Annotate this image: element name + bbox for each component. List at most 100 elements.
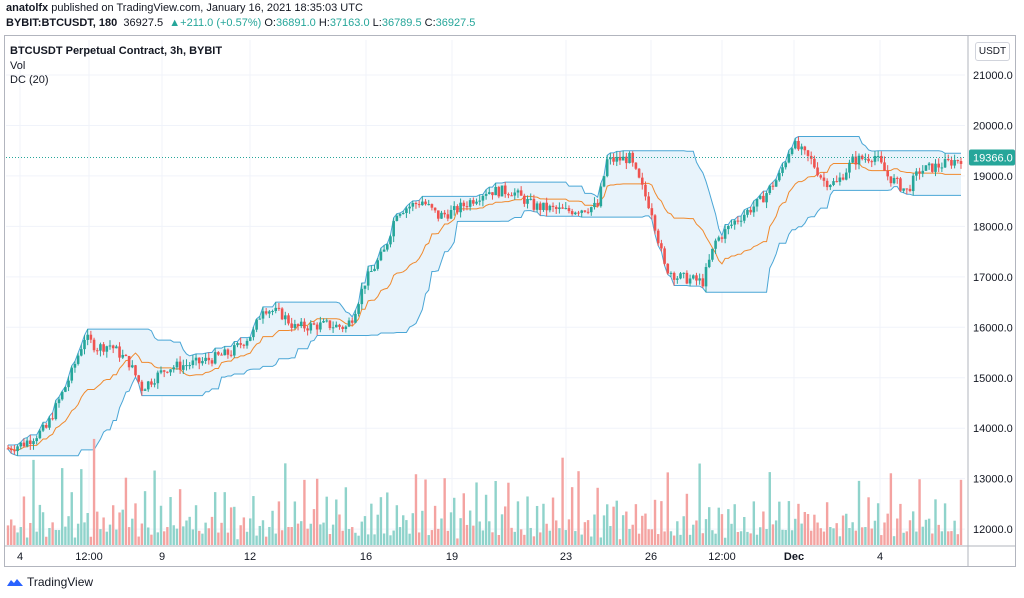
volume-bar xyxy=(813,514,816,545)
volume-bar xyxy=(787,501,791,545)
candle-body xyxy=(478,200,482,202)
y-tick-label: 14000.0 xyxy=(973,423,1013,435)
candle-body xyxy=(548,205,552,211)
candle-body xyxy=(605,159,609,177)
candle-body xyxy=(191,360,195,366)
volume-bar xyxy=(347,528,351,545)
candle-body xyxy=(663,248,666,264)
candle-body xyxy=(210,360,214,364)
volume-bar xyxy=(373,534,376,545)
candle-body xyxy=(433,207,437,211)
candle-body xyxy=(80,349,83,356)
candle-body xyxy=(899,178,902,191)
volume-bar xyxy=(867,497,870,545)
volume-bar xyxy=(911,511,915,545)
candle-body xyxy=(956,160,960,162)
candle-body xyxy=(800,146,803,150)
volume-bar xyxy=(430,530,434,545)
volume-bar xyxy=(848,528,851,545)
candle-body xyxy=(720,237,724,239)
dc-basis-line xyxy=(7,162,961,451)
candle-body xyxy=(854,156,858,165)
volume-bar xyxy=(229,507,233,545)
candle-body xyxy=(647,196,650,209)
volume-bar xyxy=(45,536,48,545)
candle-body xyxy=(829,185,832,188)
symbol-label: BYBIT:BTCUSDT, 180 xyxy=(6,17,118,29)
volume-bar xyxy=(437,528,440,545)
volume-bar xyxy=(29,522,32,545)
candle-body xyxy=(570,211,574,215)
volume-bar xyxy=(357,535,360,545)
candle-body xyxy=(268,311,271,314)
candle-body xyxy=(44,424,48,428)
volume-bar xyxy=(809,530,813,545)
volume-bar xyxy=(803,511,807,545)
volume-bar xyxy=(389,535,392,545)
volume-bar xyxy=(182,526,185,545)
volume-bar xyxy=(449,512,453,545)
volume-bar xyxy=(382,533,386,545)
y-tick-label: 19000.0 xyxy=(973,171,1013,183)
candle-body xyxy=(491,192,494,196)
volume-bar xyxy=(778,501,781,545)
volume-bar xyxy=(341,530,344,545)
volume-bar xyxy=(908,520,912,545)
volume-bar xyxy=(612,506,615,545)
volume-bar xyxy=(398,527,402,545)
volume-bar xyxy=(857,480,861,545)
volume-bar xyxy=(832,528,835,545)
candle-body xyxy=(876,155,880,157)
candle-body xyxy=(408,206,411,209)
currency-button[interactable]: USDT xyxy=(975,42,1010,61)
volume-bar xyxy=(902,532,905,545)
volume-bar xyxy=(829,527,832,545)
candle-body xyxy=(749,209,752,213)
volume-bar xyxy=(841,515,845,545)
volume-bar xyxy=(150,534,153,545)
published-text: published on TradingView.com, January 16… xyxy=(51,2,363,14)
volume-bar xyxy=(574,531,577,545)
candle-body xyxy=(567,208,571,212)
candle-body xyxy=(280,308,284,320)
volume-bar xyxy=(284,463,287,545)
volume-bar xyxy=(711,530,714,545)
candle-body xyxy=(695,275,698,281)
candle-body xyxy=(707,259,711,268)
candle-body xyxy=(236,343,239,346)
candle-body xyxy=(252,329,255,338)
last-price-tag xyxy=(969,149,1015,166)
volume-bar xyxy=(443,478,446,545)
volume-bar xyxy=(940,531,944,545)
candle-body xyxy=(806,150,810,156)
volume-bar xyxy=(312,509,316,545)
volume-bar xyxy=(825,502,829,545)
volume-bar xyxy=(819,528,822,545)
candle-body xyxy=(905,188,909,190)
volume-bar xyxy=(9,519,13,545)
volume-bar xyxy=(156,532,160,545)
y-tick-label: 12000.0 xyxy=(973,524,1013,536)
volume-bar xyxy=(896,518,899,545)
volume-bar xyxy=(519,529,523,545)
volume-bar xyxy=(768,472,771,545)
volume-bar xyxy=(504,506,507,545)
volume-bar xyxy=(583,522,587,545)
volume-bar xyxy=(386,492,389,545)
volume-bar xyxy=(236,539,239,545)
volume-bar xyxy=(83,522,86,545)
chart-frame[interactable] xyxy=(4,35,1016,567)
dc-upper-line xyxy=(8,136,961,446)
candle-body xyxy=(762,195,765,203)
candle-body xyxy=(319,322,322,330)
candle-body xyxy=(583,210,587,212)
volume-bar xyxy=(331,524,335,545)
candle-body xyxy=(73,363,77,368)
volume-bar xyxy=(886,513,889,545)
candle-body xyxy=(41,424,45,431)
volume-bar xyxy=(959,479,963,545)
candle-body xyxy=(803,146,807,151)
volume-bar xyxy=(102,517,105,545)
volume-bar xyxy=(564,530,567,545)
